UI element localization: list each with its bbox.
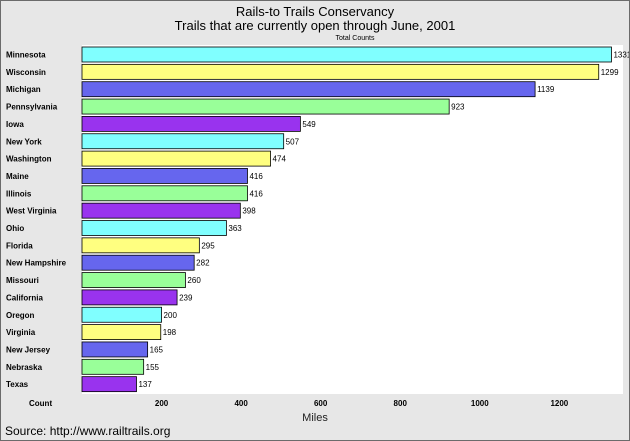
bar-value-label: 155 <box>146 363 160 372</box>
bar-value-label: 295 <box>201 241 215 250</box>
bar-value-label: 282 <box>196 259 210 268</box>
chart-title: Rails-to Trails Conservancy <box>236 4 395 19</box>
category-label: Texas <box>6 380 29 389</box>
bar <box>81 272 186 288</box>
bar-value-label: 416 <box>249 172 263 181</box>
bar <box>81 376 137 393</box>
x-tick-label: 200 <box>155 399 169 408</box>
bar <box>81 150 271 167</box>
bar <box>81 63 600 80</box>
bar-value-label: 1331 <box>613 51 629 60</box>
bar <box>81 358 145 375</box>
x-tick-label: 1000 <box>471 399 489 408</box>
x-tick-label: 600 <box>314 399 328 408</box>
bar-value-label: 1299 <box>601 68 619 77</box>
x-tick-label: 1200 <box>550 399 568 408</box>
bar <box>81 220 227 236</box>
bar <box>81 306 162 323</box>
category-label: Pennsylvania <box>6 103 58 112</box>
category-label: Wisconsin <box>6 68 46 77</box>
x-tick-label: 800 <box>394 399 408 408</box>
x-tick-label: 400 <box>234 399 248 408</box>
bar <box>81 185 248 202</box>
bar-value-label: 239 <box>179 293 193 302</box>
category-label: Florida <box>6 241 33 250</box>
bar <box>81 98 450 115</box>
bar <box>81 116 301 132</box>
bar-value-label: 198 <box>163 328 177 337</box>
series-label: Total Counts <box>336 35 375 42</box>
category-label: Iowa <box>6 120 24 129</box>
category-label: Nebraska <box>6 363 43 372</box>
source-note: Source: http://www.railtrails.org <box>5 424 170 438</box>
bar-value-label: 398 <box>242 207 256 216</box>
category-label: Washington <box>6 155 52 164</box>
category-label: Ohio <box>6 224 24 233</box>
bar-value-label: 416 <box>249 189 263 198</box>
category-header: Count <box>29 399 52 408</box>
bar <box>81 133 285 150</box>
bar-value-label: 549 <box>302 120 316 129</box>
bar <box>81 341 149 358</box>
chart-subtitle: Trails that are currently open through J… <box>175 18 456 33</box>
x-axis-label: Miles <box>302 412 328 424</box>
category-label: New Hampshire <box>6 259 67 268</box>
category-label: Missouri <box>6 276 39 285</box>
bar-value-label: 363 <box>228 224 242 233</box>
bar-value-label: 165 <box>150 345 164 354</box>
bar-value-label: 474 <box>273 155 287 164</box>
bar-value-label: 260 <box>187 276 201 285</box>
category-label: Minnesota <box>6 51 46 60</box>
bar-value-label: 923 <box>451 103 465 112</box>
bar <box>81 254 195 271</box>
category-label: West Virginia <box>6 207 57 216</box>
category-label: Michigan <box>6 85 41 94</box>
bar-value-label: 1139 <box>537 85 555 94</box>
bar-value-label: 507 <box>286 137 300 146</box>
bar <box>81 202 241 219</box>
category-label: New York <box>6 137 42 146</box>
bar-value-label: 200 <box>164 311 178 320</box>
category-label: Virginia <box>6 328 36 337</box>
category-label: New Jersey <box>6 345 51 354</box>
bar <box>81 289 178 306</box>
bar <box>81 237 200 254</box>
category-label: Oregon <box>6 311 35 320</box>
bar <box>81 168 248 184</box>
bar <box>81 46 612 63</box>
category-label: Maine <box>6 172 29 181</box>
category-label: Illinois <box>6 189 32 198</box>
bar <box>81 324 162 341</box>
bar-value-label: 137 <box>138 380 152 389</box>
plot-area <box>82 45 623 394</box>
category-label: California <box>6 293 43 302</box>
bar <box>81 81 536 98</box>
